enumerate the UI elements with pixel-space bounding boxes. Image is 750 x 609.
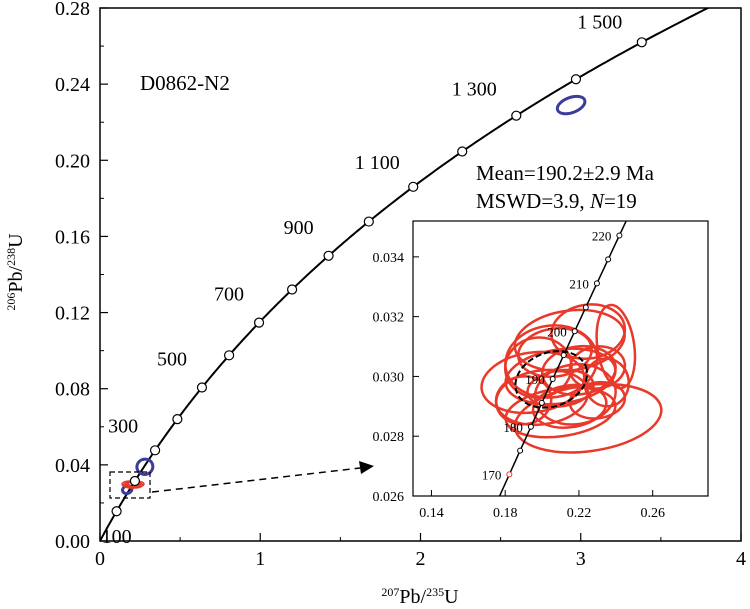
inset-age-marker <box>506 471 513 478</box>
inset-age-marker <box>560 352 567 359</box>
x-tick-label: 3 <box>576 548 586 570</box>
age-label: 900 <box>284 217 314 239</box>
spot-ellipse <box>531 383 608 429</box>
inset-content <box>480 221 663 496</box>
spot-ellipse <box>533 362 617 426</box>
x-tick-label: 4 <box>736 548 746 570</box>
inset-age-label: 190 <box>525 372 545 387</box>
age-marker <box>511 110 522 121</box>
inset-frame <box>412 220 709 497</box>
x-tick-label: 0 <box>95 548 105 570</box>
zoom-box <box>109 471 151 499</box>
age-marker <box>149 445 161 456</box>
y-tick-label: 0.04 <box>55 455 90 477</box>
y-axis-title: 206Pb/238U <box>4 233 27 311</box>
mswd-text: MSWD=3.9, N=19 <box>476 189 637 213</box>
spot-ellipse <box>503 336 573 399</box>
inset-age-marker <box>582 304 589 311</box>
discordant-ellipse <box>555 94 587 116</box>
inset-age-marker <box>571 328 578 335</box>
age-marker <box>253 317 265 328</box>
x-axis-title: 207Pb/235U <box>381 585 459 608</box>
inset-x-tick-label: 0.14 <box>419 506 444 521</box>
age-label: 700 <box>214 284 244 306</box>
zoom-arrow-head <box>359 461 374 474</box>
y-tick-label: 0.28 <box>55 0 90 20</box>
inset-y-tick-label: 0.030 <box>373 370 405 385</box>
y-tick-label: 0.00 <box>55 531 90 553</box>
inset-age-label: 170 <box>482 467 502 482</box>
age-marker <box>172 414 183 425</box>
age-label: 300 <box>108 415 138 437</box>
inset-age-label: 220 <box>592 228 612 243</box>
inset-x-tick-label: 0.26 <box>640 506 665 521</box>
age-marker <box>111 506 122 517</box>
mean-ellipse <box>514 350 589 409</box>
inset-y-tick-label: 0.034 <box>373 251 405 266</box>
age-marker <box>457 146 468 157</box>
y-tick-label: 0.08 <box>55 379 90 401</box>
age-marker <box>129 475 140 487</box>
age-marker <box>323 250 334 261</box>
inset-y-tick-label: 0.028 <box>373 430 405 445</box>
concordia-curve <box>100 8 711 541</box>
age-marker <box>224 350 235 361</box>
x-tick-label: 2 <box>416 548 426 570</box>
inset-x-tick-label: 0.22 <box>567 506 592 521</box>
inset-plot: 170 180 190 200 210 220 0.14 0.18 0.22 0.26 0.026 0… <box>373 221 665 521</box>
inset-age-marker <box>605 256 612 263</box>
spot-ellipse <box>526 368 595 408</box>
inset-age-marker <box>517 447 524 454</box>
y-tick-label: 0.16 <box>55 226 90 248</box>
main-plot: 0 1 2 3 4 0.00 0.04 0.08 0.12 0.16 0.20 0.24 0.28 100… <box>55 0 746 570</box>
age-label: 100 <box>102 526 132 548</box>
inset-age-label: 210 <box>569 276 589 291</box>
age-label: 1 100 <box>355 152 400 174</box>
spot-ellipse <box>494 375 553 426</box>
inset-background <box>413 221 708 496</box>
age-marker <box>196 382 208 393</box>
sample-label: D0862-N2 <box>140 71 230 95</box>
age-marker <box>570 74 582 85</box>
age-label: 1 300 <box>452 79 497 101</box>
age-marker <box>636 37 647 48</box>
inset-age-marker <box>593 280 600 287</box>
inset-y-tick-label: 0.026 <box>373 490 405 505</box>
age-marker <box>363 216 374 227</box>
inset-age-marker <box>527 423 534 430</box>
inset-age-marker <box>538 399 545 406</box>
age-label: 1 500 <box>577 11 622 33</box>
x-tick-label: 1 <box>255 548 265 570</box>
mean-age-text: Mean=190.2±2.9 Ma <box>476 161 655 185</box>
age-marker <box>286 284 298 295</box>
age-marker <box>408 181 419 192</box>
inset-x-tick-label: 0.18 <box>493 506 518 521</box>
inset-age-label: 180 <box>503 420 523 435</box>
spot-ellipse <box>517 327 593 379</box>
zoom-arrow-line <box>151 467 361 493</box>
inset-y-tick-label: 0.032 <box>373 311 405 326</box>
inset-age-marker <box>549 376 556 383</box>
age-label: 500 <box>157 348 187 370</box>
y-tick-label: 0.12 <box>55 303 90 325</box>
y-tick-label: 0.20 <box>55 150 90 172</box>
inset-age-label: 200 <box>547 324 567 339</box>
discordant-ellipse <box>135 457 155 476</box>
inset-age-marker <box>616 232 623 239</box>
y-tick-label: 0.24 <box>55 74 90 96</box>
